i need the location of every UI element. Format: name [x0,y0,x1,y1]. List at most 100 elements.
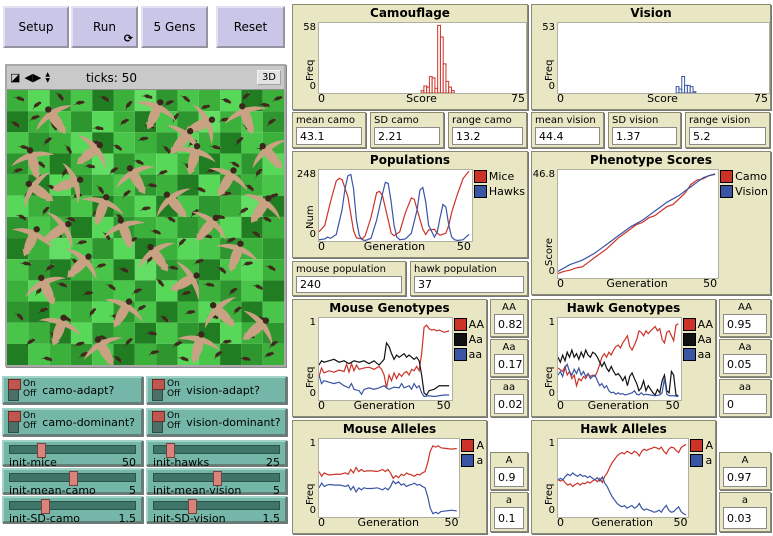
hawk-genotypes-plot: Hawk Genotypes 1 Freq 0 AA Aa aa 0 Generation… [531,299,716,417]
slider-label: init-mean-vision [153,484,242,497]
legend-item: Mice [473,170,525,183]
mouse-Aa-monitor: Aa 0.17 [490,339,528,377]
legend-item: Camo [720,170,768,183]
slider-label: init-mice [9,456,57,469]
plot-legend: AA Aa aa [451,317,484,399]
monitor-value: 0.82 [494,314,524,334]
monitor-value: 0.95 [723,314,767,334]
switch-label: camo-adapt? [42,383,115,397]
switch-toggle[interactable] [152,379,165,401]
world-view[interactable] [7,90,284,365]
monitor-value: 240 [296,276,402,293]
v-arrows-icon[interactable]: ▲ ▼ [45,70,50,84]
plot-title: Mouse Genotypes [329,301,450,315]
populations-plot: Populations 248 Num 0 Mice Hawks 0 Generatio… [292,151,528,258]
mouse-genotypes-plot: Mouse Genotypes 1 Freq 0 AA Aa aa 0 Generatio… [292,299,487,417]
3d-button[interactable]: 3D [256,70,281,85]
slider-knob[interactable] [166,443,176,458]
vision-adapt-switch[interactable]: On Off vision-adapt? [146,376,287,404]
slider-track[interactable] [153,443,280,458]
legend-item: A [690,439,713,452]
phenotype-chart [557,169,720,279]
switch-toggle[interactable] [152,411,165,433]
vision-plot: Vision 53 Freq 0 0 Score 75 [531,4,771,110]
setup-button[interactable]: Setup [3,6,69,48]
plot-title: Phenotype Scores [590,153,712,167]
slider-track[interactable] [9,443,136,458]
mean-vision-monitor: mean vision 44.4 [531,112,604,148]
monitor-value: 43.1 [296,127,362,145]
legend-item: Aa [453,333,484,346]
init-mean-camo-slider[interactable]: init-mean-camo 5 [2,468,143,497]
phenotype-scores-plot: Phenotype Scores 46.8 Score 0 Camo Vision 0… [531,151,771,295]
h-arrows-icon[interactable]: ◀▶ [24,71,42,84]
plot-legend: Camo Vision [717,169,768,277]
slider-track[interactable] [9,471,136,486]
slider-knob[interactable] [68,471,78,486]
switch-toggle[interactable] [8,379,21,401]
monitor-value: 0.9 [494,467,524,487]
switch-toggle[interactable] [8,411,21,433]
slider-value: 1.5 [118,512,137,525]
monitor-value: 0.1 [494,507,524,529]
slider-track[interactable] [153,499,280,514]
monitor-value: 0.97 [723,467,767,487]
hawk-genotypes-chart [557,317,682,401]
plot-title: Camouflage [370,6,450,20]
slider-track[interactable] [9,499,136,514]
slider-value: 50 [122,456,136,469]
camouflage-plot: Camouflage 58 Freq 0 0 Score 75 [292,4,528,110]
switch-label: camo-dominant? [42,415,136,429]
camo-dominant-switch[interactable]: On Off camo-dominant? [2,408,143,436]
legend-item: Hawks [473,185,525,198]
legend-item: a [690,454,713,467]
slider-label: init-SD-vision [153,512,226,525]
vision-dominant-switch[interactable]: On Off vision-dominant? [146,408,287,436]
slider-knob[interactable] [37,443,47,458]
monitor-value: 1.37 [612,127,677,145]
range-camo-monitor: range camo 13.2 [448,112,527,148]
slider-knob[interactable] [187,499,197,514]
init-sd-camo-slider[interactable]: init-SD-camo 1.5 [2,496,143,525]
slider-knob[interactable] [41,499,50,514]
init-sd-vision-slider[interactable]: init-SD-vision 1.5 [146,496,287,525]
legend-item: Aa [682,333,713,346]
init-hawks-slider[interactable]: init-hawks 25 [146,440,287,469]
monitor-value: 5.2 [689,127,766,145]
legend-item: a [461,454,484,467]
five-gens-button[interactable]: 5 Gens [141,6,208,48]
legend-item: AA [453,318,484,331]
hawk-alleles-chart [557,438,690,518]
slider-value: 5 [273,484,280,497]
view-shape-icon[interactable]: ◪ [10,71,21,84]
mouse-population-monitor: mouse population 240 [292,261,406,296]
mouse-A-monitor: A 0.9 [490,452,528,490]
monitor-value: 37 [414,276,524,293]
mouse-AA-monitor: AA 0.82 [490,299,528,337]
range-vision-monitor: range vision 5.2 [685,112,770,148]
slider-knob[interactable] [212,471,222,486]
plot-legend: AA Aa aa [680,317,713,399]
mouse-alleles-chart [318,438,461,518]
monitor-value: 44.4 [535,127,600,145]
init-mice-slider[interactable]: init-mice 50 [2,440,143,469]
monitor-value: 2.21 [374,127,440,145]
camo-adapt-switch[interactable]: On Off camo-adapt? [2,376,143,404]
plot-title: Hawk Genotypes [566,301,681,315]
monitor-value: 0.03 [723,507,767,529]
reset-button[interactable]: Reset [216,6,285,48]
mean-camo-monitor: mean camo 43.1 [292,112,366,148]
legend-item: Vision [720,185,768,198]
legend-item: aa [453,348,484,361]
init-mean-vision-slider[interactable]: init-mean-vision 5 [146,468,287,497]
run-button[interactable]: Run ⟳ [71,6,138,48]
monitor-value: 0.02 [494,394,524,414]
sd-camo-monitor: SD camo 2.21 [370,112,444,148]
mouse-aa-monitor: aa 0.02 [490,379,528,417]
hawk-Aa-monitor: Aa 0.05 [719,339,771,377]
slider-label: init-hawks [153,456,210,469]
slider-track[interactable] [153,471,280,486]
